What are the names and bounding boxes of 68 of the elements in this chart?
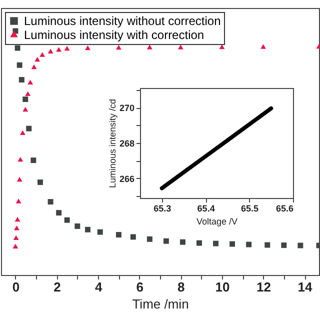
point	[84, 45, 90, 50]
point	[40, 52, 46, 57]
legend-label: Luminous intensity with correction	[24, 28, 204, 42]
point	[298, 242, 304, 248]
point	[116, 44, 122, 50]
point	[13, 235, 19, 240]
point	[260, 44, 266, 49]
point	[64, 46, 70, 51]
point	[18, 156, 24, 162]
point	[14, 225, 20, 230]
point	[31, 64, 37, 70]
point	[20, 130, 26, 136]
point	[246, 242, 252, 248]
x-axis-title: Voltage /V	[196, 216, 238, 226]
x-tick-label: 2	[54, 280, 61, 294]
x-tick-label: 0	[12, 280, 20, 294]
point	[84, 226, 90, 232]
x-tick-label: 12	[256, 280, 271, 294]
point	[25, 91, 31, 96]
point	[264, 242, 270, 248]
y-tick-label: 268	[119, 138, 134, 148]
point	[26, 126, 32, 132]
point	[116, 232, 122, 238]
point	[30, 158, 36, 164]
point	[14, 216, 20, 222]
y-tick-label: 270	[119, 103, 134, 114]
point	[146, 236, 152, 242]
point	[64, 217, 70, 223]
point	[16, 198, 22, 204]
point	[48, 48, 54, 54]
point	[16, 176, 22, 182]
x-tick-label: 4	[94, 280, 103, 294]
x-axis-title: Time /min	[132, 296, 189, 312]
point	[56, 47, 62, 52]
y-tick-label: 266	[119, 174, 134, 184]
point	[34, 56, 40, 62]
x-tick-label: 65.6	[276, 204, 294, 214]
point	[74, 223, 80, 229]
x-tick-label: 6	[136, 280, 144, 294]
y-axis-title: Luminous intensity /cd	[107, 98, 118, 188]
point	[48, 199, 54, 205]
point	[213, 240, 218, 246]
line-series	[160, 106, 274, 190]
point	[180, 239, 186, 245]
point	[163, 238, 169, 244]
point	[196, 240, 202, 246]
point	[37, 180, 43, 185]
x-tick-label: 65.5	[241, 204, 259, 214]
point	[97, 229, 103, 235]
x-tick-label: 14	[298, 280, 314, 294]
x-tick-label: 65.3	[154, 204, 172, 214]
point	[14, 45, 20, 51]
x-tick-label: 10	[215, 280, 230, 294]
x-tick-label: 65.4	[197, 204, 215, 214]
point	[56, 210, 62, 216]
point	[146, 44, 152, 50]
point	[16, 62, 22, 68]
point	[22, 106, 28, 112]
x-tick-label: 8	[178, 280, 185, 294]
point	[18, 77, 24, 82]
point	[281, 242, 287, 248]
point	[22, 96, 28, 102]
point	[12, 244, 18, 249]
point	[178, 44, 184, 50]
point	[230, 241, 236, 247]
point	[130, 234, 136, 240]
point	[28, 80, 34, 85]
legend-label: Luminous intensity without correction	[24, 14, 221, 28]
